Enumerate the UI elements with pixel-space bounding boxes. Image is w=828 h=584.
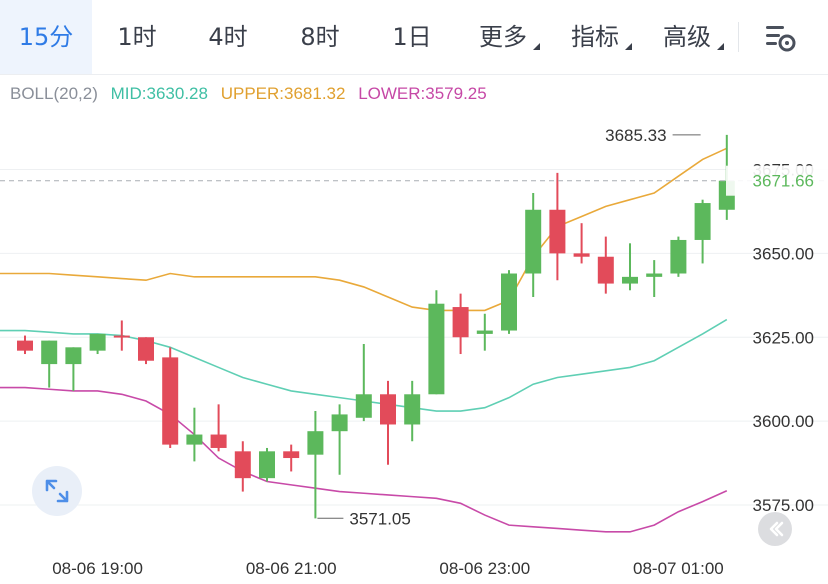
tab-indicators[interactable]: 指标 <box>556 0 634 74</box>
candle-body <box>113 335 130 338</box>
chart-settings-button[interactable] <box>756 18 802 58</box>
low-price-label: 3571.05 <box>349 509 410 528</box>
high-price-label: 3685.33 <box>605 126 666 145</box>
y-tick-label: 3575.00 <box>753 496 814 515</box>
candle-body <box>573 253 590 257</box>
candle-body <box>525 209 542 274</box>
y-tick-label: 3625.00 <box>753 328 814 347</box>
current-price-label: 3671.66 <box>753 172 814 191</box>
boll-lower-value: LOWER:3579.25 <box>358 84 487 103</box>
y-tick-label: 3600.00 <box>753 412 814 431</box>
candle-body <box>138 337 154 361</box>
candle-body <box>307 431 324 455</box>
candle-body <box>355 394 372 418</box>
candle-body <box>89 333 106 351</box>
candle-body <box>234 451 251 479</box>
boll-upper-value: UPPER:3681.32 <box>220 84 346 103</box>
upper-band-line <box>0 147 728 312</box>
candle-body <box>670 239 687 274</box>
tab-1h[interactable]: 1时 <box>117 23 157 51</box>
candle-body <box>694 203 711 240</box>
x-tick-label: 08-06 21:00 <box>246 559 337 578</box>
tab-15m[interactable]: 15分 <box>0 0 92 74</box>
candle-body <box>404 394 421 425</box>
tab-4h[interactable]: 4时 <box>208 23 248 51</box>
x-tick-label: 08-06 23:00 <box>439 559 530 578</box>
x-axis: 08-06 19:00 08-06 21:00 08-06 23:00 08-07 0… <box>52 559 724 578</box>
boll-name: BOLL(20,2) <box>10 84 98 103</box>
candle-body <box>210 434 227 448</box>
fullscreen-button[interactable] <box>32 466 82 516</box>
candle-body <box>380 394 396 425</box>
timeframe-toolbar: 15分 1时 4时 8时 1日 更多 指标 高级 <box>0 0 828 75</box>
tab-more[interactable]: 更多 <box>464 0 542 74</box>
candle-body <box>452 307 469 338</box>
candle-body <box>283 451 300 459</box>
candles <box>17 134 735 519</box>
candle-body <box>428 303 445 395</box>
tab-8h[interactable]: 8时 <box>300 23 340 51</box>
candle-body <box>162 357 179 445</box>
candle-body <box>622 276 638 284</box>
candle-body <box>331 414 348 432</box>
candle-body <box>549 209 566 254</box>
dropdown-triangle-icon <box>717 43 724 50</box>
dropdown-triangle-icon <box>625 43 632 50</box>
candle-body <box>501 273 517 331</box>
bollinger-bands <box>0 147 728 533</box>
tab-1d[interactable]: 1日 <box>392 23 432 51</box>
candle-body <box>476 330 493 334</box>
tab-advanced[interactable]: 高级 <box>648 0 726 74</box>
candle-body <box>65 347 82 365</box>
expand-arrows-icon <box>45 479 69 503</box>
candle-body <box>646 273 663 277</box>
current-price-tag-bg <box>726 165 828 196</box>
candle-body <box>17 340 33 351</box>
y-tick-label: 3650.00 <box>753 244 814 263</box>
double-chevron-left-icon <box>769 521 784 537</box>
candle-body <box>186 434 203 445</box>
dropdown-triangle-icon <box>533 43 540 50</box>
boll-mid-value: MID:3630.28 <box>110 84 208 103</box>
toolbar-divider <box>738 22 739 52</box>
x-tick-label: 08-07 01:00 <box>633 559 724 578</box>
candle-body <box>259 451 275 479</box>
annotations: 3671.66 3685.33 3571.05 <box>0 126 828 528</box>
chart-settings-icon <box>766 26 796 52</box>
x-tick-label: 08-06 19:00 <box>52 559 143 578</box>
scroll-to-latest-button[interactable] <box>758 512 792 546</box>
boll-legend: BOLL(20,2) MID:3630.28 UPPER:3681.32 LOW… <box>10 84 495 104</box>
candle-body <box>597 256 614 284</box>
candle-body <box>41 340 58 365</box>
lower-band-line <box>0 386 728 533</box>
